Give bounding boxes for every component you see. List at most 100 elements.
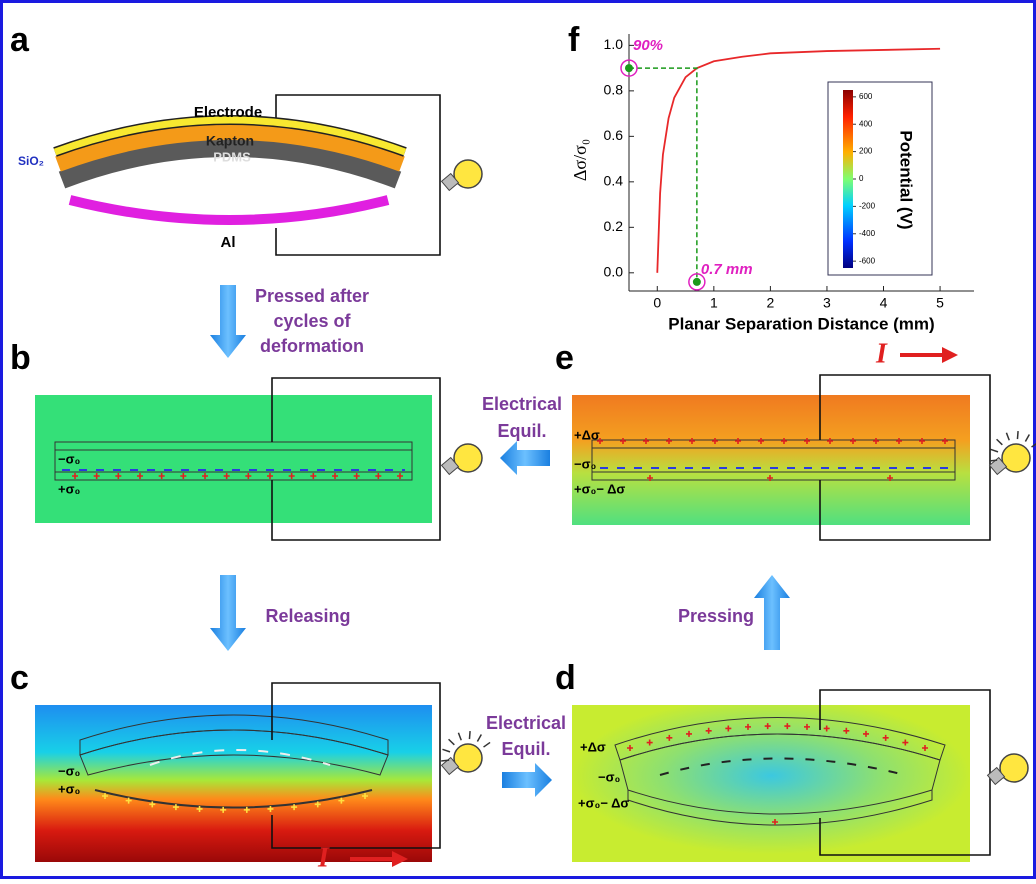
charge-label: −σ₀ xyxy=(574,456,596,471)
marker xyxy=(693,278,701,286)
layer-label: Kapton xyxy=(206,133,254,149)
bulb-glass xyxy=(454,444,482,472)
arrow-text: cycles of xyxy=(273,311,351,331)
arrow-a-b: Pressed after cycles of deformation xyxy=(210,285,369,358)
bulb-ray xyxy=(1025,435,1029,442)
panel-label: d xyxy=(555,659,576,697)
field-map xyxy=(35,705,432,862)
panel-label: e xyxy=(555,339,574,377)
bulb-ray xyxy=(997,439,1003,445)
bulb-ray xyxy=(1017,431,1018,439)
arrow-text: Electrical xyxy=(482,394,562,414)
x-tick-label: 1 xyxy=(710,295,718,311)
arrow xyxy=(210,285,246,358)
al-layer xyxy=(70,200,388,220)
y-tick-label: 1.0 xyxy=(604,36,624,52)
x-tick-label: 3 xyxy=(823,295,831,311)
field-map xyxy=(35,395,432,523)
charge-label: −σ₀ xyxy=(58,451,80,466)
arrow-text: deformation xyxy=(260,336,364,356)
light-bulb xyxy=(442,444,482,474)
bulb-glass xyxy=(1002,444,1030,472)
y-tick-label: 0.6 xyxy=(604,127,624,143)
colorbar xyxy=(843,90,853,268)
charge-label: +σ₀ xyxy=(58,781,80,796)
arrow-text: Pressing xyxy=(678,606,754,626)
field-map xyxy=(572,705,970,862)
layer-label: PDMS xyxy=(213,149,251,164)
panel-label: a xyxy=(10,21,30,59)
x-axis-label: Planar Separation Distance (mm) xyxy=(668,314,934,333)
panel-label: f xyxy=(568,21,580,59)
arrow-b-c: Releasing xyxy=(210,575,351,651)
bulb-glass xyxy=(454,744,482,772)
panel-d: d +Δσ −σ₀ +σ₀− Δσ xyxy=(555,659,1028,862)
y-tick-label: 0.2 xyxy=(604,218,624,234)
arrow xyxy=(754,575,790,650)
colorbar-tick-label: -600 xyxy=(859,256,876,265)
arrow xyxy=(502,763,552,797)
marker-label: 90% xyxy=(633,37,663,54)
bulb-ray xyxy=(449,739,455,745)
arrow-text: Equil. xyxy=(498,421,547,441)
colorbar-tick-label: -400 xyxy=(859,229,876,238)
arrow xyxy=(210,575,246,651)
light-bulb xyxy=(442,160,482,190)
charge-label: +σ₀ xyxy=(58,481,80,496)
arrow-d-e: Pressing xyxy=(678,575,790,650)
colorbar-tick-label: 200 xyxy=(859,147,873,156)
x-tick-label: 0 xyxy=(653,295,661,311)
figure: a Electrode Kapton PDMS SiO₂ Al Pressed … xyxy=(0,0,1036,879)
panel-f: f 0.00.20.40.60.81.0012345Planar Separat… xyxy=(568,21,974,334)
bulb-ray xyxy=(477,735,481,742)
light-bulb xyxy=(441,731,490,774)
bulb-glass xyxy=(454,160,482,188)
layer-label: Al xyxy=(221,234,236,251)
bulb-ray xyxy=(442,749,450,752)
arrow-text: Releasing xyxy=(265,606,350,626)
panel-c: c −σ₀ +σ₀ I xyxy=(10,659,490,873)
bulb-ray xyxy=(441,760,449,761)
colorbar-tick-label: -200 xyxy=(859,201,876,210)
arrow-text: Electrical xyxy=(486,713,566,733)
colorbar-tick-label: 400 xyxy=(859,119,873,128)
light-bulb xyxy=(988,754,1028,784)
panel-label: b xyxy=(10,339,31,377)
bulb-ray xyxy=(990,449,998,452)
current-label: I xyxy=(317,842,330,873)
arrow-c-d: Electrical Equil. xyxy=(486,713,566,797)
panel-a: a Electrode Kapton PDMS SiO₂ Al xyxy=(10,21,482,255)
y-tick-label: 0.0 xyxy=(604,264,624,280)
bulb-glass xyxy=(1000,754,1028,782)
marker xyxy=(625,64,633,72)
arrow-e-b: Electrical Equil. xyxy=(482,394,562,475)
panel-label: c xyxy=(10,659,29,697)
x-tick-label: 5 xyxy=(936,295,944,311)
charge-label: −σ₀ xyxy=(598,769,620,784)
charge-label: +σ₀− Δσ xyxy=(578,795,629,810)
charge-label: +σ₀− Δσ xyxy=(574,481,625,496)
colorbar-tick-label: 0 xyxy=(859,174,864,183)
y-tick-label: 0.4 xyxy=(604,173,624,189)
charge-label: −σ₀ xyxy=(58,763,80,778)
guide-line xyxy=(629,68,697,282)
x-tick-label: 4 xyxy=(880,295,888,311)
charge-label: +Δσ xyxy=(580,739,606,754)
current-arrow xyxy=(900,347,958,363)
panel-e: e +Δσ −σ₀ +σ₀− Δσ I xyxy=(555,338,1036,540)
bulb-ray xyxy=(1006,433,1009,440)
arrow-text: Pressed after xyxy=(255,286,369,306)
layer-label: Electrode xyxy=(194,104,262,121)
bulb-ray xyxy=(458,733,461,740)
layer-label: SiO₂ xyxy=(18,154,44,168)
field-map xyxy=(572,395,970,525)
marker-label: 0.7 mm xyxy=(701,261,753,278)
colorbar-tick-label: 600 xyxy=(859,92,873,101)
y-axis-label: Δσ/σ₀ xyxy=(570,139,590,181)
x-tick-label: 2 xyxy=(766,295,774,311)
colorbar-label: Potential (V) xyxy=(897,130,916,229)
bulb-ray xyxy=(469,731,470,739)
arrow-text: Equil. xyxy=(502,739,551,759)
panel-b: b −σ₀ +σ₀ xyxy=(10,339,482,540)
bulb-ray xyxy=(484,742,491,747)
